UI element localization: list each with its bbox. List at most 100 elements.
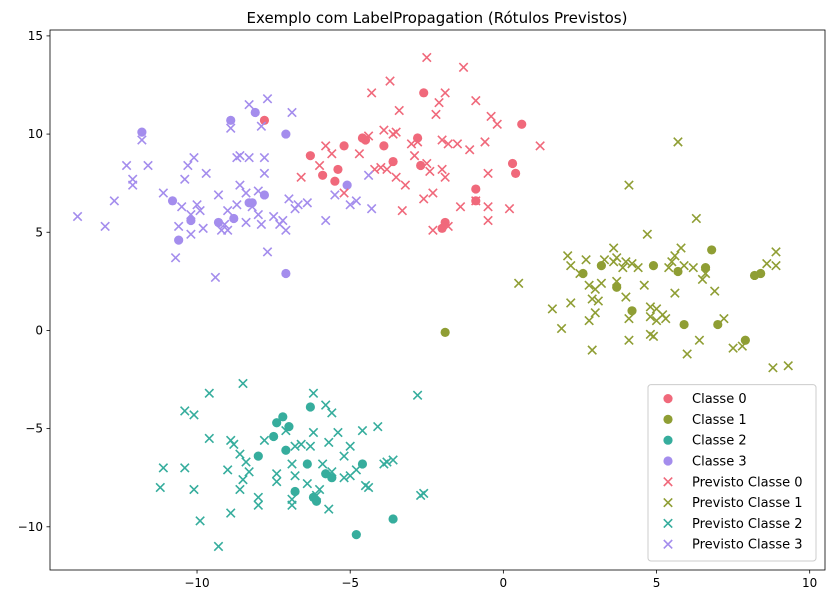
predicted-point [235,449,245,459]
predicted-point [320,215,331,226]
predicted-point [624,180,634,190]
predicted-point [198,223,208,234]
data-point [272,418,282,428]
predicted-point [366,88,377,98]
predicted-point [204,433,215,444]
predicted-point [406,139,417,149]
predicted-point [327,467,337,477]
data-point [290,486,300,497]
predicted-point [327,408,337,418]
predicted-point [648,331,659,342]
predicted-point [480,137,490,147]
predicted-point [317,459,328,469]
legend: Classe 0 Classe 1 Classe 2 Classe 3 Previsto… [647,384,817,562]
predicted-point [247,201,257,212]
predicted-point [688,262,699,273]
predicted-point [645,311,656,322]
predicted-point [235,484,245,495]
predicted-point [363,131,374,141]
predicted-point [599,254,610,265]
predicted-point [314,484,325,495]
predicted-point [700,268,711,279]
predicted-point [412,390,423,401]
y-tick-label: 5 [35,225,43,239]
predicted-point [394,105,404,116]
predicted-point [697,274,708,285]
predicted-point [483,168,493,179]
predicted-point [323,504,334,514]
legend-marker [663,394,673,404]
data-point [700,263,711,273]
legend-label: Previsto Classe 3 [692,538,803,553]
predicted-point [201,168,211,179]
series-0 [259,88,527,233]
predicted-point [385,76,395,86]
predicted-point [483,215,493,226]
data-point [302,459,312,469]
data-point [419,88,429,98]
predicted-point [492,119,502,130]
predicted-point [305,441,316,452]
predicted-point [771,247,781,257]
predicted-point [667,256,677,267]
predicted-point [437,135,447,145]
predicted-point [783,361,794,371]
predicted-point [437,164,447,175]
x-tick-label: 10 [802,576,817,590]
predicted-point [222,465,233,475]
predicted-point [345,199,355,210]
predicted-point [351,465,362,475]
predicted-point [222,205,233,216]
predicted-point [412,137,423,147]
predicted-point [281,425,291,436]
predicted-point [256,121,267,131]
predicted-point [244,99,254,110]
data-point [627,306,637,316]
predicted-point [143,160,153,171]
predicted-point [624,335,634,346]
predicted-point [311,490,322,501]
predicted-point [293,199,303,210]
predicted-point [158,188,169,198]
predicted-point [339,451,349,461]
predicted-point [213,541,224,552]
axes: −10 −5 0 5 10 −10 −5 0 5 10 15 [18,29,818,590]
predicted-point [339,472,349,483]
predicted-point [458,62,469,73]
legend-label: Previsto Classe 1 [692,496,803,511]
predicted-point [287,500,297,510]
data-point [330,176,340,186]
predicted-point [409,150,420,161]
predicted-point [176,201,187,212]
data-point [327,473,337,483]
data-point [281,268,291,279]
predicted-point [366,203,377,214]
predicted-point [296,439,306,450]
predicted-point [486,111,496,122]
predicted-point [158,463,169,473]
predicted-point [262,247,273,257]
predicted-point [443,139,453,149]
predicted-point [262,93,273,104]
predicted-point [302,198,313,208]
predicted-point [584,280,594,291]
predicted-point [351,196,362,206]
predicted-point [320,400,331,410]
legend-marker [663,539,673,549]
predicted-point [587,345,597,355]
predicted-point [664,262,674,273]
predicted-point [72,211,83,222]
predicted-point [639,280,650,291]
predicted-point [434,97,444,108]
data-point [507,158,518,169]
predicted-point [645,302,656,312]
y-tick-label: 15 [28,29,43,43]
predicted-point [618,262,628,273]
predicted-point [596,278,607,289]
predicted-point [562,251,573,261]
predicted-point [127,174,138,185]
predicted-point [593,296,604,306]
predicted-point [504,203,515,214]
predicted-point [259,168,270,179]
predicted-point [189,410,199,420]
